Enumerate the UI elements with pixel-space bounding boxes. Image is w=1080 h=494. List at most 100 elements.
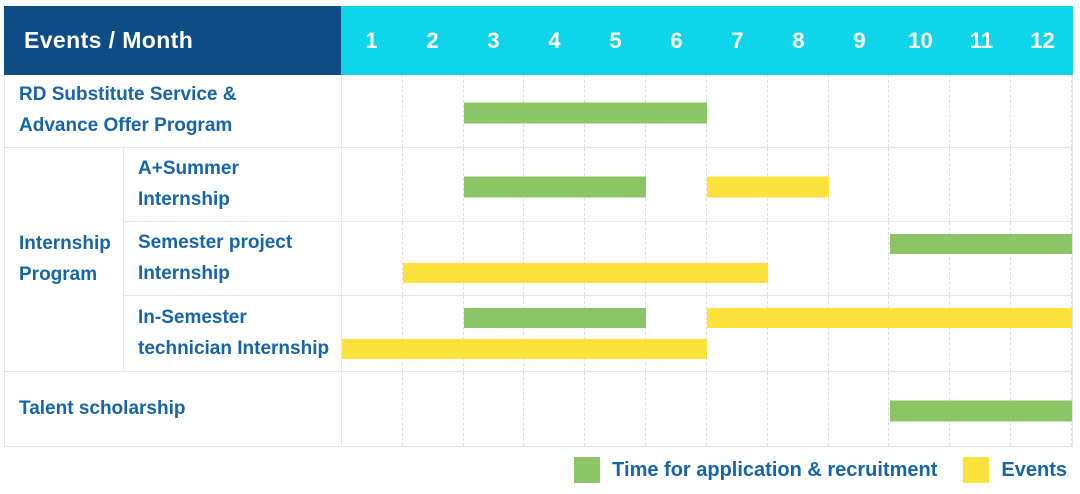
month-grid-cell: [768, 222, 829, 295]
gantt-bar-events: [402, 263, 768, 283]
legend-item-application: Time for application & recruitment: [574, 457, 937, 483]
row-chart: [342, 296, 1072, 371]
row-label: Talent scholarship: [5, 372, 342, 446]
month-grid-cell: [646, 372, 707, 446]
table-header: Events / Month 1 2 3 4 5 6 7 8 9 10 11 12: [4, 6, 1073, 75]
month-grid-cell: [950, 75, 1012, 147]
table-body: RD Substitute Service & Advance Offer Pro…: [4, 75, 1073, 447]
month-grid-cell: [889, 75, 951, 147]
month-header-2: 2: [426, 27, 439, 53]
month-grid-cell: [646, 296, 707, 371]
month-grid-cell: [403, 296, 464, 371]
row-chart: [342, 75, 1072, 147]
gantt-bar-events: [707, 308, 1072, 328]
gantt-bar-application: [889, 400, 1072, 422]
month-grid-cell: [342, 222, 403, 295]
month-grid-cell: [524, 222, 586, 295]
month-grid-cell: [646, 148, 707, 221]
row-chart: [342, 372, 1072, 446]
month-grid-cell: [464, 296, 525, 371]
month-grid-cell: [403, 222, 464, 295]
label-line: A+Summer: [138, 157, 239, 179]
gantt-bar-application: [463, 102, 707, 124]
month-grid-cell: [829, 222, 890, 295]
month-grid-cell: [889, 296, 951, 371]
label-line: Internship: [138, 188, 230, 210]
legend-label: Time for application & recruitment: [612, 458, 938, 481]
month-grid-cell: [829, 296, 890, 371]
month-header-6: 6: [670, 27, 683, 53]
events-month-header: Events / Month: [4, 6, 341, 75]
row-chart: [342, 148, 1072, 221]
month-grid-cell: [403, 75, 464, 147]
label-line: Internship: [19, 232, 111, 254]
month-grid-cell: [829, 75, 890, 147]
month-grid-cell: [707, 372, 768, 446]
month-header-strip: 1 2 3 4 5 6 7 8 9 10 11 12: [341, 6, 1073, 75]
month-grid-cell: [585, 222, 647, 295]
table-row-in-semester-technician-internship: In-Semester technician Internship: [124, 295, 1072, 371]
gantt-bar-events: [707, 176, 829, 198]
month-grid-cell: [707, 222, 768, 295]
table-row-rd-substitute-advance-offer: RD Substitute Service & Advance Offer Pro…: [5, 75, 1072, 147]
table-row-a-plus-summer-internship: A+Summer Internship: [124, 148, 1072, 221]
month-grid-cell: [768, 372, 829, 446]
legend-swatch-application: [574, 457, 601, 483]
legend-item-events: Events: [963, 457, 1067, 483]
label-line: Talent scholarship: [19, 397, 186, 419]
row-label-text: RD Substitute Service & Advance Offer Pro…: [19, 80, 341, 142]
label-line: Program: [19, 263, 98, 285]
group-internship-program: Internship Program A+Summer Internship Semes…: [5, 147, 1072, 371]
row-label: RD Substitute Service & Advance Offer Pro…: [5, 75, 342, 147]
label-line: RD Substitute Service &: [19, 84, 237, 106]
row-chart: [342, 222, 1072, 295]
month-grid-cell: [646, 222, 707, 295]
month-grid-cell: [950, 296, 1012, 371]
month-header-12: 12: [1030, 27, 1055, 53]
row-label: A+Summer Internship: [124, 148, 342, 221]
legend: Time for application & recruitment Events: [574, 457, 1067, 483]
month-grid-cell: [342, 75, 403, 147]
table-row-semester-project-internship: Semester project Internship: [124, 221, 1072, 295]
gantt-bar-application: [463, 308, 647, 328]
month-grid-cell: [707, 75, 768, 147]
row-label-text: In-Semester technician Internship: [138, 303, 341, 365]
group-label-text: Internship Program: [19, 229, 123, 291]
schedule-table: Events / Month 1 2 3 4 5 6 7 8 9 10 11 12 RD Substi…: [4, 6, 1073, 447]
gantt-bar-application: [889, 234, 1072, 254]
table-row-talent-scholarship: Talent scholarship: [5, 371, 1072, 446]
month-grid-cell: [524, 372, 586, 446]
month-grid-cell: [1011, 222, 1072, 295]
row-label: Semester project Internship: [124, 222, 342, 295]
month-grid-cell: [524, 296, 586, 371]
month-header-5: 5: [609, 27, 622, 53]
month-header-8: 8: [792, 27, 805, 53]
legend-swatch-events: [963, 457, 990, 483]
group-rows: A+Summer Internship Semester project Intern…: [124, 148, 1072, 371]
month-grid-cell: [768, 75, 829, 147]
month-header-4: 4: [548, 27, 561, 53]
month-header-10: 10: [908, 27, 933, 53]
month-header-3: 3: [487, 27, 500, 53]
month-grid-cell: [342, 148, 403, 221]
month-grid-cell: [829, 148, 890, 221]
row-label-text: Talent scholarship: [19, 394, 341, 425]
month-grid-cell: [403, 148, 464, 221]
month-grid-cell: [768, 296, 829, 371]
month-grid-cell: [829, 372, 890, 446]
month-grid-cell: [707, 296, 768, 371]
month-grid-cell: [950, 148, 1012, 221]
row-label-text: Semester project Internship: [138, 228, 341, 290]
month-grid-cell: [585, 372, 647, 446]
label-line: Internship: [138, 262, 230, 284]
label-line: In-Semester: [138, 306, 247, 328]
month-header-9: 9: [853, 27, 866, 53]
month-header-1: 1: [365, 27, 378, 53]
month-grid-cell: [585, 296, 647, 371]
month-grid-cell: [342, 372, 403, 446]
month-grid-cell: [889, 148, 951, 221]
month-grid-cell: [464, 222, 525, 295]
month-grid-cell: [1011, 75, 1072, 147]
month-grid-cell: [342, 296, 403, 371]
